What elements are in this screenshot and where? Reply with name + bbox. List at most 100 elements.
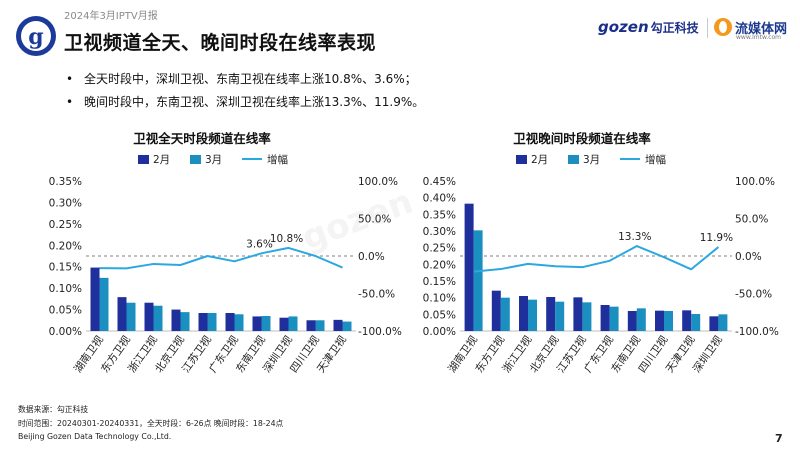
- lmtw-brand-logo: 流媒体网 www.lmtw.com: [714, 16, 794, 42]
- y-tick-left: 0.00%: [49, 326, 82, 338]
- bar-feb: [252, 316, 262, 331]
- bar-feb: [627, 311, 637, 331]
- y-tick-right: 50.0%: [358, 214, 391, 226]
- bar-mar: [528, 299, 537, 331]
- chart-allday: 卫视全天时段频道在线率 2月 3月 增幅 0.00% 0.05% 0.10% 0.15% 0.2…: [49, 131, 402, 375]
- bar-feb: [117, 297, 127, 331]
- bar-mar: [582, 302, 592, 331]
- bar-mar: [234, 314, 244, 331]
- legend-label-growth: 增幅: [645, 153, 666, 166]
- bar-mar: [555, 301, 565, 331]
- y-tick-left: 0.00%: [423, 326, 456, 338]
- y-tick-right: -100.0%: [358, 326, 402, 338]
- y-tick-left: 0.35%: [423, 209, 456, 221]
- y-tick-left: 0.45%: [423, 176, 456, 188]
- bar-feb: [464, 203, 474, 331]
- bar-mar: [718, 314, 728, 331]
- legend-swatch-mar: [568, 155, 579, 164]
- bullet-allday: 全天时段中，深圳卫视、东南卫视在线率上涨10.8%、3.6%；: [66, 68, 424, 91]
- footer-company: Beijing Gozen Data Technology Co.,Ltd.: [18, 432, 172, 441]
- bar-mar: [207, 313, 217, 331]
- y-tick-left: 0.20%: [423, 259, 456, 271]
- bar-feb: [198, 313, 208, 331]
- growth-data-label: 3.6%: [246, 238, 273, 250]
- y-tick-left: 0.20%: [49, 240, 82, 252]
- y-tick-right: -50.0%: [735, 289, 772, 301]
- growth-line: [99, 246, 343, 270]
- y-tick-left: 0.30%: [49, 197, 82, 209]
- legend-swatch-feb: [516, 155, 527, 164]
- growth-data-label: 11.9%: [700, 232, 733, 244]
- bar-feb: [655, 310, 664, 331]
- growth-data-label: 10.8%: [270, 233, 303, 245]
- bar-mar: [636, 308, 646, 331]
- legend-swatch-mar: [190, 155, 201, 164]
- bar-feb: [90, 267, 100, 331]
- growth-data-label: 13.3%: [618, 231, 651, 243]
- bar-mar: [315, 320, 325, 331]
- lmtw-logo-icon: [714, 18, 732, 36]
- y-tick-left: 0.05%: [49, 305, 82, 317]
- bar-mar: [500, 297, 510, 331]
- svg-text:g: g: [28, 24, 43, 50]
- y-tick-left: 0.30%: [423, 226, 456, 238]
- growth-line: [473, 245, 720, 273]
- bar-mar: [342, 321, 352, 331]
- gozen-brand-text: gozen: [598, 18, 649, 36]
- bar-feb: [600, 305, 610, 331]
- bar-feb: [546, 297, 556, 331]
- y-tick-right: 0.0%: [735, 251, 762, 263]
- chart-evening: 卫视晚间时段频道在线率 2月 3月 增幅 0.00% 0.05% 0.10% 0.15% 0.2…: [423, 131, 779, 375]
- y-tick-right: -100.0%: [735, 326, 779, 338]
- y-tick-left: 0.10%: [49, 283, 82, 295]
- y-tick-right: 0.0%: [358, 251, 385, 263]
- y-tick-left: 0.25%: [49, 219, 82, 231]
- y-tick-left: 0.10%: [423, 293, 456, 305]
- y-tick-right: -50.0%: [358, 289, 395, 301]
- bar-mar: [153, 305, 163, 331]
- legend-label-feb: 2月: [153, 154, 170, 166]
- gozen-g-logo-icon: g: [16, 16, 56, 56]
- legend-label-growth: 增幅: [267, 153, 288, 166]
- footer-source: 数据来源：勾正科技: [18, 405, 89, 414]
- bar-mar: [126, 302, 136, 331]
- chart-title: 卫视全天时段频道在线率: [133, 131, 271, 146]
- y-tick-left: 0.15%: [423, 276, 456, 288]
- bar-mar: [288, 316, 298, 331]
- footer-range: 时间范围：20240301-20240331，全天时段：6-26点 晚间时段：1…: [18, 419, 284, 428]
- bar-feb: [144, 302, 154, 331]
- bullet-evening: 晚间时段中，东南卫视、深圳卫视在线率上涨13.3%、11.9%。: [66, 91, 424, 114]
- chart-title: 卫视晚间时段频道在线率: [513, 131, 651, 146]
- bar-feb: [709, 316, 719, 331]
- bar-mar: [691, 314, 701, 331]
- summary-bullets: 全天时段中，深圳卫视、东南卫视在线率上涨10.8%、3.6%； 晚间时段中，东南…: [66, 68, 424, 114]
- bar-feb: [519, 296, 528, 331]
- bar-feb: [491, 290, 501, 331]
- gozen-brand-cn: 勾正科技: [650, 21, 699, 35]
- page-number: 7: [775, 432, 783, 445]
- y-tick-left: 0.35%: [49, 176, 82, 188]
- legend-label-feb: 2月: [531, 154, 548, 166]
- lmtw-brand-url: www.lmtw.com: [736, 34, 782, 41]
- bar-feb: [279, 317, 289, 331]
- legend-label-mar: 3月: [583, 154, 600, 166]
- bar-mar: [664, 311, 673, 331]
- y-tick-right: 100.0%: [358, 176, 398, 188]
- legend-swatch-feb: [138, 155, 149, 164]
- y-tick-left: 0.40%: [423, 193, 456, 205]
- bar-feb: [573, 297, 583, 331]
- y-tick-left: 0.05%: [423, 309, 456, 321]
- bar-feb: [225, 313, 235, 331]
- legend-label-mar: 3月: [205, 154, 222, 166]
- report-label: 2024年3月IPTV月报: [64, 11, 158, 22]
- bar-feb: [306, 320, 316, 331]
- bar-feb: [682, 310, 692, 331]
- bar-mar: [473, 230, 483, 331]
- bar-feb: [333, 319, 343, 331]
- y-tick-right: 100.0%: [735, 176, 775, 188]
- y-tick-left: 0.25%: [423, 243, 456, 255]
- y-tick-right: 50.0%: [735, 214, 768, 226]
- gozen-brand-logo: gozen 勾正科技: [598, 18, 699, 36]
- bar-feb: [171, 309, 181, 331]
